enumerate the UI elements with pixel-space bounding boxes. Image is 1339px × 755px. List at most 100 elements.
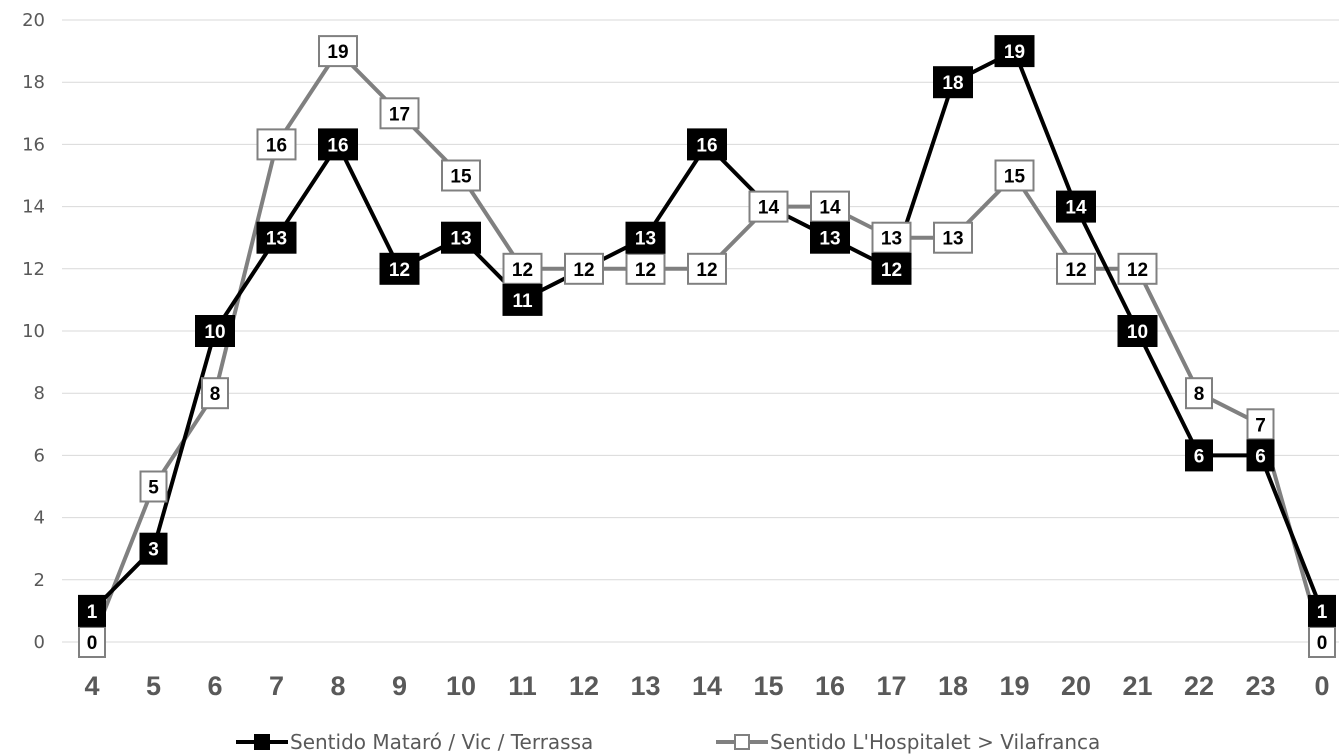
legend-item: Sentido Mataró / Vic / Terrassa <box>236 730 593 754</box>
marker-dark <box>441 221 481 254</box>
data-label: 16 <box>256 128 297 161</box>
marker-light <box>564 252 604 285</box>
data-label: 11 <box>502 283 543 316</box>
data-label-text: 16 <box>266 135 287 156</box>
data-label-text: 6 <box>1194 446 1205 467</box>
marker-light <box>810 190 850 223</box>
data-label-text: 5 <box>148 478 159 499</box>
marker-light <box>256 128 297 161</box>
data-label-text: 13 <box>266 229 287 250</box>
data-label-text: 0 <box>1317 633 1328 654</box>
marker-dark <box>1056 190 1096 223</box>
x-tick-label: 7 <box>269 671 284 701</box>
marker-dark <box>933 66 973 99</box>
data-label: 12 <box>1117 252 1158 285</box>
marker-light <box>1308 626 1336 658</box>
y-tick-label: 16 <box>22 134 45 155</box>
x-tick-label: 12 <box>569 671 599 701</box>
x-tick-label: 23 <box>1245 671 1275 701</box>
data-label-text: 16 <box>327 135 348 156</box>
marker-light <box>933 221 973 254</box>
data-label: 19 <box>994 35 1035 68</box>
x-tick-label: 19 <box>999 671 1029 701</box>
data-label-text: 10 <box>204 322 225 343</box>
data-label-text: 1 <box>1317 602 1328 623</box>
y-tick-label: 8 <box>34 383 45 404</box>
marker-dark <box>1308 594 1336 627</box>
data-label: 12 <box>871 252 912 285</box>
legend-item: Sentido L'Hospitalet > Vilafranca <box>716 730 1100 754</box>
data-label: 0 <box>78 626 106 658</box>
y-tick-label: 10 <box>22 321 45 342</box>
data-label-text: 6 <box>1255 446 1266 467</box>
data-label-text: 10 <box>1127 322 1148 343</box>
marker-dark <box>318 128 358 161</box>
marker-light <box>318 35 358 68</box>
marker-dark <box>871 252 912 285</box>
data-label: 15 <box>994 159 1035 192</box>
x-tick-label: 10 <box>446 671 476 701</box>
y-tick-label: 4 <box>34 508 45 529</box>
data-label: 12 <box>625 252 666 285</box>
marker-light <box>502 252 543 285</box>
marker-light <box>625 252 666 285</box>
data-label-text: 13 <box>819 229 840 250</box>
data-label-text: 12 <box>635 260 656 281</box>
x-axis-ticks: 4 5 6 7 8 9 10 11 12 13 14 15 16 17 18 19 20 21 22 23 0 <box>84 671 1329 701</box>
data-label-text: 14 <box>758 198 780 219</box>
data-label-text: 15 <box>1004 167 1026 188</box>
marker-dark <box>195 315 235 347</box>
data-label: 8 <box>1185 377 1213 410</box>
marker-dark <box>687 128 727 161</box>
y-tick-label: 2 <box>34 570 45 591</box>
y-tick-label: 6 <box>34 445 45 466</box>
marker-dark <box>994 35 1035 68</box>
marker-dark <box>1117 315 1158 347</box>
y-tick-label: 14 <box>22 197 45 218</box>
data-label: 0 <box>1308 626 1336 658</box>
marker-dark <box>810 221 850 254</box>
data-label-text: 13 <box>450 229 471 250</box>
x-tick-label: 20 <box>1061 671 1091 701</box>
data-label: 3 <box>139 532 168 565</box>
legend-label: Sentido Mataró / Vic / Terrassa <box>290 730 593 754</box>
data-label: 16 <box>687 128 727 161</box>
data-label-text: 3 <box>148 540 159 561</box>
data-label: 13 <box>441 221 481 254</box>
marker-light <box>441 159 481 192</box>
data-label: 12 <box>502 252 543 285</box>
marker-light <box>78 626 106 658</box>
x-tick-label: 16 <box>815 671 845 701</box>
x-tick-label: 14 <box>692 671 722 701</box>
data-label: 13 <box>871 221 912 254</box>
y-tick-label: 18 <box>22 72 45 93</box>
data-label-text: 8 <box>1194 384 1205 405</box>
marker-dark <box>256 221 297 254</box>
data-label-text: 19 <box>327 42 348 63</box>
data-label-text: 12 <box>512 260 533 281</box>
marker-light <box>1056 252 1096 285</box>
marker-dark <box>78 594 106 627</box>
data-label: 10 <box>195 315 235 347</box>
data-label: 13 <box>933 221 973 254</box>
marker-light <box>871 221 912 254</box>
data-label-text: 7 <box>1255 415 1266 436</box>
x-tick-label: 11 <box>508 671 537 701</box>
marker-light <box>201 377 229 410</box>
data-label: 15 <box>441 159 481 192</box>
x-tick-label: 22 <box>1184 671 1214 701</box>
x-tick-label: 4 <box>84 671 99 701</box>
x-tick-label: 13 <box>630 671 660 701</box>
data-label-text: 16 <box>696 135 717 156</box>
data-label-text: 13 <box>881 229 902 250</box>
data-label-text: 1 <box>87 602 98 623</box>
marker-light <box>748 190 789 223</box>
marker-light <box>687 252 727 285</box>
data-label: 1 <box>1308 594 1336 627</box>
data-label: 13 <box>810 221 850 254</box>
data-label: 12 <box>687 252 727 285</box>
x-tick-label: 15 <box>753 671 783 701</box>
data-label: 1 <box>78 594 106 627</box>
